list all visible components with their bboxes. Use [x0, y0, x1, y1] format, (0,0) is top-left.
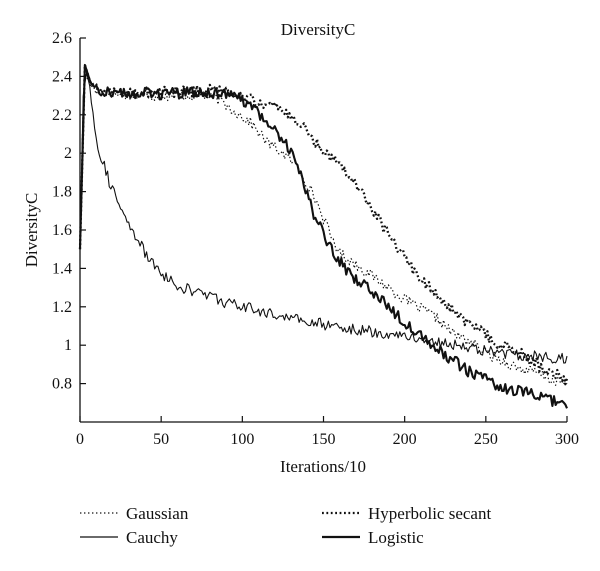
- y-tick-label: 1: [64, 337, 72, 354]
- legend-item-gaussian: Gaussian: [80, 504, 189, 523]
- y-tick-label: 2: [64, 145, 72, 162]
- y-ticks: 0.8 1 1.2 1.4 1.6 1.8 2 2.2 2.4 2.6: [52, 30, 86, 393]
- x-axis-label: Iterations/10: [280, 457, 366, 476]
- y-tick-label: 2.4: [52, 68, 72, 85]
- series-layer: [78, 63, 569, 409]
- legend-item-logistic: Logistic: [322, 528, 424, 547]
- series-line-gaussian: [79, 71, 568, 386]
- x-tick-label: 0: [76, 431, 84, 448]
- chart-title: DiversityC: [281, 20, 356, 39]
- legend-item-hyperbolic-secant: Hyperbolic secant: [322, 504, 491, 523]
- legend-label-cauchy: Cauchy: [126, 528, 178, 547]
- y-tick-label: 1.6: [52, 222, 72, 239]
- x-tick-label: 100: [230, 431, 254, 448]
- plot-area: 0 50 100 150 200 250 300 0.8 1 1.2 1.4 1.6 1.8 2 2.2 2…: [52, 30, 579, 448]
- y-axis-label: DiversityC: [22, 193, 41, 268]
- legend-label-logistic: Logistic: [368, 528, 424, 547]
- x-tick-label: 300: [555, 431, 579, 448]
- x-tick-label: 150: [312, 431, 336, 448]
- x-tick-label: 250: [474, 431, 498, 448]
- x-ticks: 0 50 100 150 200 250 300: [76, 416, 579, 448]
- legend: Gaussian Cauchy Hyperbolic secant Logist…: [80, 504, 491, 547]
- series-line-cauchy: [79, 72, 568, 364]
- y-tick-label: 0.8: [52, 376, 72, 393]
- y-tick-label: 2.6: [52, 30, 72, 47]
- series-line-logistic: [78, 63, 568, 409]
- x-tick-label: 200: [393, 431, 417, 448]
- y-tick-label: 1.4: [52, 260, 72, 277]
- legend-label-hyperbolic-secant: Hyperbolic secant: [368, 504, 491, 523]
- y-tick-label: 2.2: [52, 107, 72, 124]
- y-tick-label: 1.8: [52, 184, 72, 201]
- legend-label-gaussian: Gaussian: [126, 504, 189, 523]
- y-tick-label: 1.2: [52, 299, 72, 316]
- x-tick-label: 50: [153, 431, 169, 448]
- legend-item-cauchy: Cauchy: [80, 528, 178, 547]
- series-line-hyperbolic-secant: [78, 63, 569, 386]
